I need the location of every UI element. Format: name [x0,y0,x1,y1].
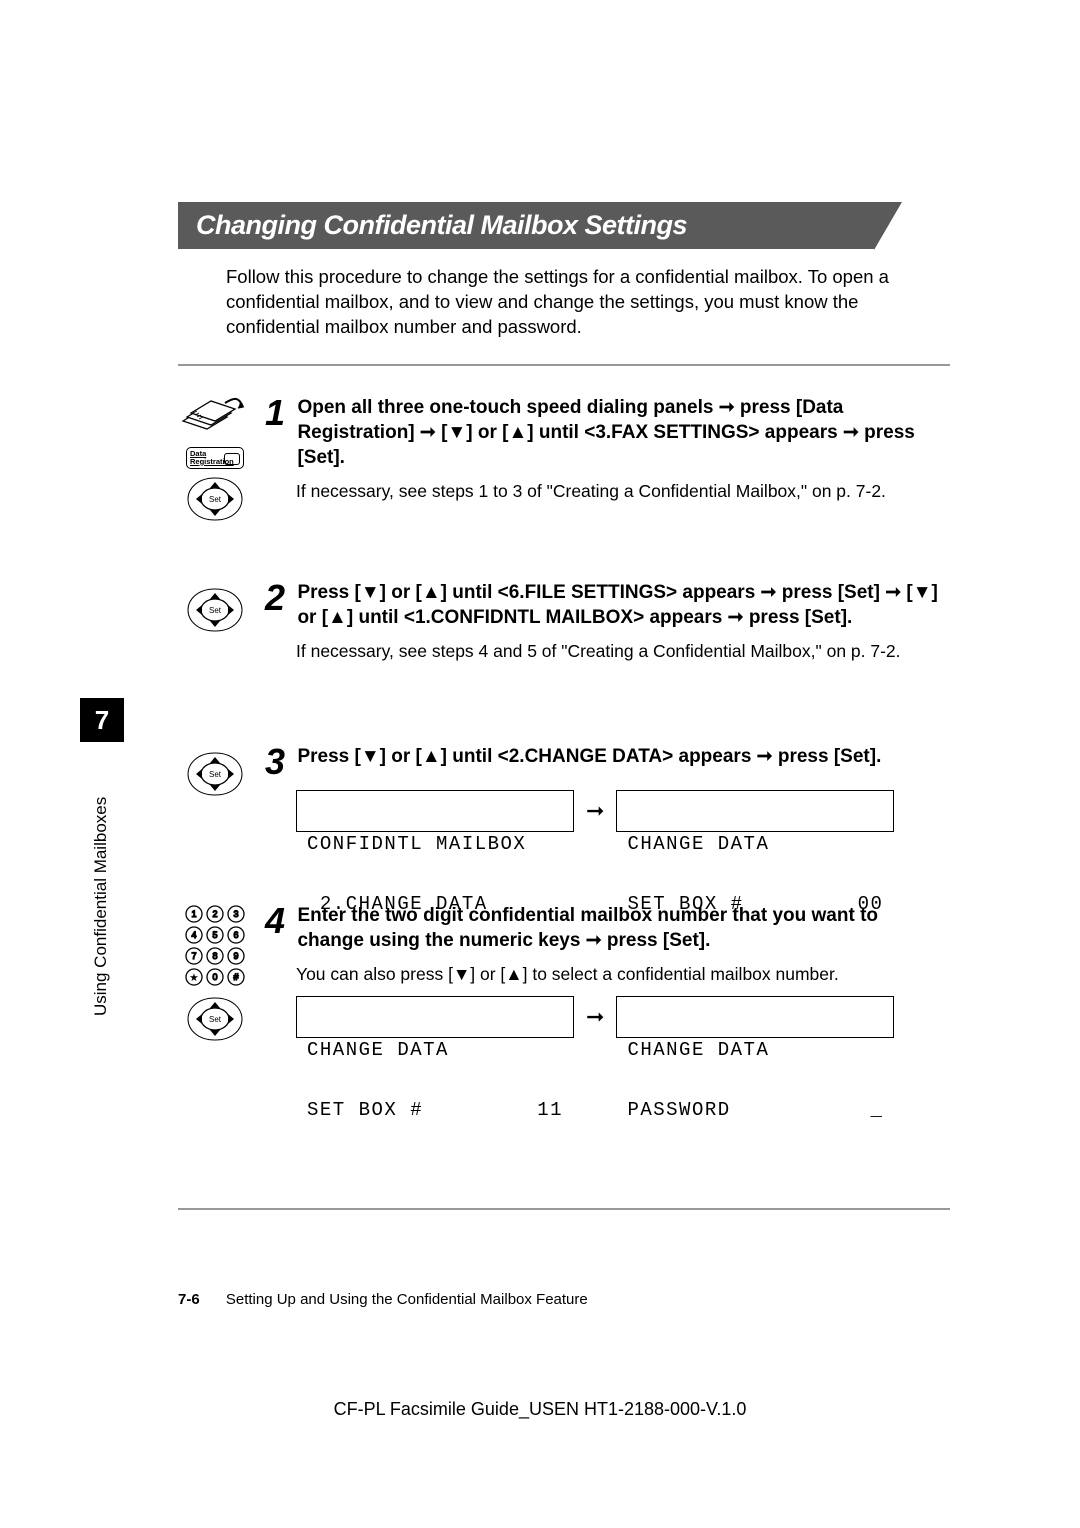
svg-text:⋆: ⋆ [191,972,198,984]
svg-text:#: # [233,972,238,982]
panel-open-icon [181,395,249,445]
svg-text:6: 6 [233,930,238,940]
heading-wedge-icon [874,202,902,250]
page-number: 7-6 [178,1291,200,1308]
step-3-title: Press [▼] or [▲] until <2.CHANGE DATA> a… [297,744,947,769]
svg-text:4: 4 [191,930,196,940]
svg-text:0: 0 [212,972,217,982]
chapter-side-tab: 7 Using Confidential Mailboxes [80,698,124,1028]
step-4-icons: 1 2 3 4 5 6 7 8 9 ⋆ 0 # [175,903,255,1043]
step-2-body: 2 Press [▼] or [▲] until <6.FILE SETTING… [265,580,955,663]
lcd-line-2-left: PASSWORD [627,1101,730,1121]
step-2-icons: Set [175,580,255,634]
section-heading: Changing Confidential Mailbox Settings [178,202,958,252]
lcd-display: CONFIDNTL MAILBOX 2.CHANGE DATA [296,790,574,832]
svg-text:Set: Set [209,1015,222,1024]
footer-chapter-text: Setting Up and Using the Confidential Ma… [226,1291,588,1308]
numeric-keypad-icon: 1 2 3 4 5 6 7 8 9 ⋆ 0 # [182,903,248,989]
data-registration-button-icon: Data Registration [186,447,244,469]
lcd-line-1: CONFIDNTL MAILBOX [307,835,563,855]
svg-text:9: 9 [233,951,238,961]
lcd-line-1: CHANGE DATA [627,835,883,855]
lcd-display: CHANGE DATA PASSWORD _ [616,996,894,1038]
step-4-lcd-row: CHANGE DATA SET BOX # 11 ➞ CHANGE DATA P… [296,996,955,1038]
step-2-note: If necessary, see steps 4 and 5 of "Crea… [296,640,955,663]
svg-text:Set: Set [209,606,222,615]
step-1-body: 1 Open all three one-touch speed dialing… [265,395,955,503]
intro-paragraph: Follow this procedure to change the sett… [226,265,946,340]
step-1-note: If necessary, see steps 1 to 3 of "Creat… [296,480,955,503]
svg-text:3: 3 [233,909,238,919]
step-4-number: 4 [265,903,287,939]
svg-text:5: 5 [212,930,217,940]
step-1-title: Open all three one-touch speed dialing p… [297,395,947,470]
step-2-title: Press [▼] or [▲] until <6.FILE SETTINGS>… [297,580,947,630]
lcd-line-2: SET BOX # 11 [307,1101,563,1121]
step-1-icons: Data Registration Set [175,395,255,523]
lcd-line-2: PASSWORD _ [627,1101,883,1121]
lcd-line-1: CHANGE DATA [627,1041,883,1061]
divider-bottom [178,1208,950,1210]
step-3-body: 3 Press [▼] or [▲] until <2.CHANGE DATA>… [265,744,955,832]
svg-text:2: 2 [212,909,217,919]
svg-text:7: 7 [191,951,196,961]
step-3-number: 3 [265,744,287,780]
chapter-number: 7 [80,698,124,742]
step-3-icons: Set [175,744,255,798]
page-footer: 7-6 Setting Up and Using the Confidentia… [178,1291,588,1308]
step-4-title: Enter the two digit confidential mailbox… [297,903,947,953]
svg-text:8: 8 [212,951,217,961]
chapter-title: Using Confidential Mailboxes [91,756,111,1016]
arrow-icon: ➞ [586,1004,604,1030]
heading-text: Changing Confidential Mailbox Settings [178,202,874,249]
svg-text:Set: Set [209,495,222,504]
set-button-icon: Set [185,586,245,634]
svg-text:1: 1 [191,909,196,919]
set-button-icon: Set [185,475,245,523]
divider-top [178,364,950,366]
step-1-number: 1 [265,395,287,431]
set-button-icon: Set [185,750,245,798]
lcd-line-1: CHANGE DATA [307,1041,563,1061]
set-button-icon: Set [185,995,245,1043]
step-4-note: You can also press [▼] or [▲] to select … [296,963,955,986]
lcd-line-2-right: _ [871,1101,884,1121]
svg-text:Set: Set [209,770,222,779]
step-4-body: 4 Enter the two digit confidential mailb… [265,903,955,1038]
page: Changing Confidential Mailbox Settings F… [0,0,1080,1528]
lcd-display: CHANGE DATA SET BOX # 11 [296,996,574,1038]
document-code: CF-PL Facsimile Guide_USEN HT1-2188-000-… [0,1399,1080,1420]
step-2-number: 2 [265,580,287,616]
step-3-lcd-row: CONFIDNTL MAILBOX 2.CHANGE DATA ➞ CHANGE… [296,790,955,832]
arrow-icon: ➞ [586,798,604,824]
lcd-line-2-right: 11 [537,1101,563,1121]
lcd-line-2-left: SET BOX # [307,1101,423,1121]
data-registration-btn-shape [224,453,240,465]
lcd-display: CHANGE DATA SET BOX # 00 [616,790,894,832]
